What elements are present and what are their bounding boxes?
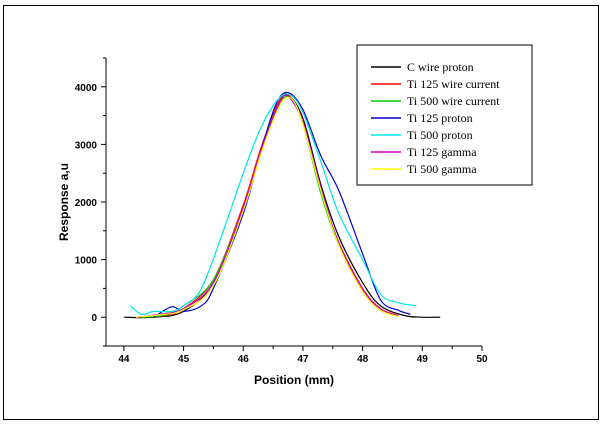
axes: 44 45 46 47 48 49 50 0 1000 2000 3000 4000	[75, 57, 488, 365]
y-tick-label-1000: 1000	[75, 256, 98, 267]
y-axis-label: Response a,u	[57, 163, 71, 241]
y-tick-label-0: 0	[91, 313, 97, 324]
legend: C wire proton Ti 125 wire current Ti 500 w…	[356, 44, 533, 186]
legend-box	[356, 44, 533, 186]
legend-label-ti-500-wire-current: Ti 500 wire current	[407, 94, 500, 108]
x-tick-label-44: 44	[118, 354, 130, 365]
legend-label-c-wire-proton: C wire proton	[407, 60, 474, 74]
y-tick-label-2000: 2000	[75, 198, 98, 209]
series-line-ti-500-proton	[129, 93, 417, 316]
x-tick-label-50: 50	[476, 354, 488, 365]
x-tick-label-45: 45	[178, 354, 190, 365]
legend-label-ti-125-wire-current: Ti 125 wire current	[407, 77, 500, 91]
y-tick-label-4000: 4000	[75, 83, 98, 94]
x-axis-label: Position (mm)	[254, 373, 334, 387]
series-layer	[123, 91, 441, 319]
x-tick-label-46: 46	[238, 354, 250, 365]
series-line-ti-125-gamma	[135, 94, 399, 318]
x-tick-label-48: 48	[357, 354, 369, 365]
legend-label-ti-125-proton: Ti 125 proton	[407, 111, 473, 125]
series-line-ti-500-gamma	[135, 96, 399, 318]
legend-label-ti-125-gamma: Ti 125 gamma	[407, 145, 477, 159]
y-tick-label-3000: 3000	[75, 140, 98, 151]
x-tick-label-49: 49	[417, 354, 429, 365]
legend-label-ti-500-proton: Ti 500 proton	[407, 128, 473, 142]
legend-label-ti-500-gamma: Ti 500 gamma	[407, 162, 477, 176]
x-tick-label-47: 47	[297, 354, 309, 365]
